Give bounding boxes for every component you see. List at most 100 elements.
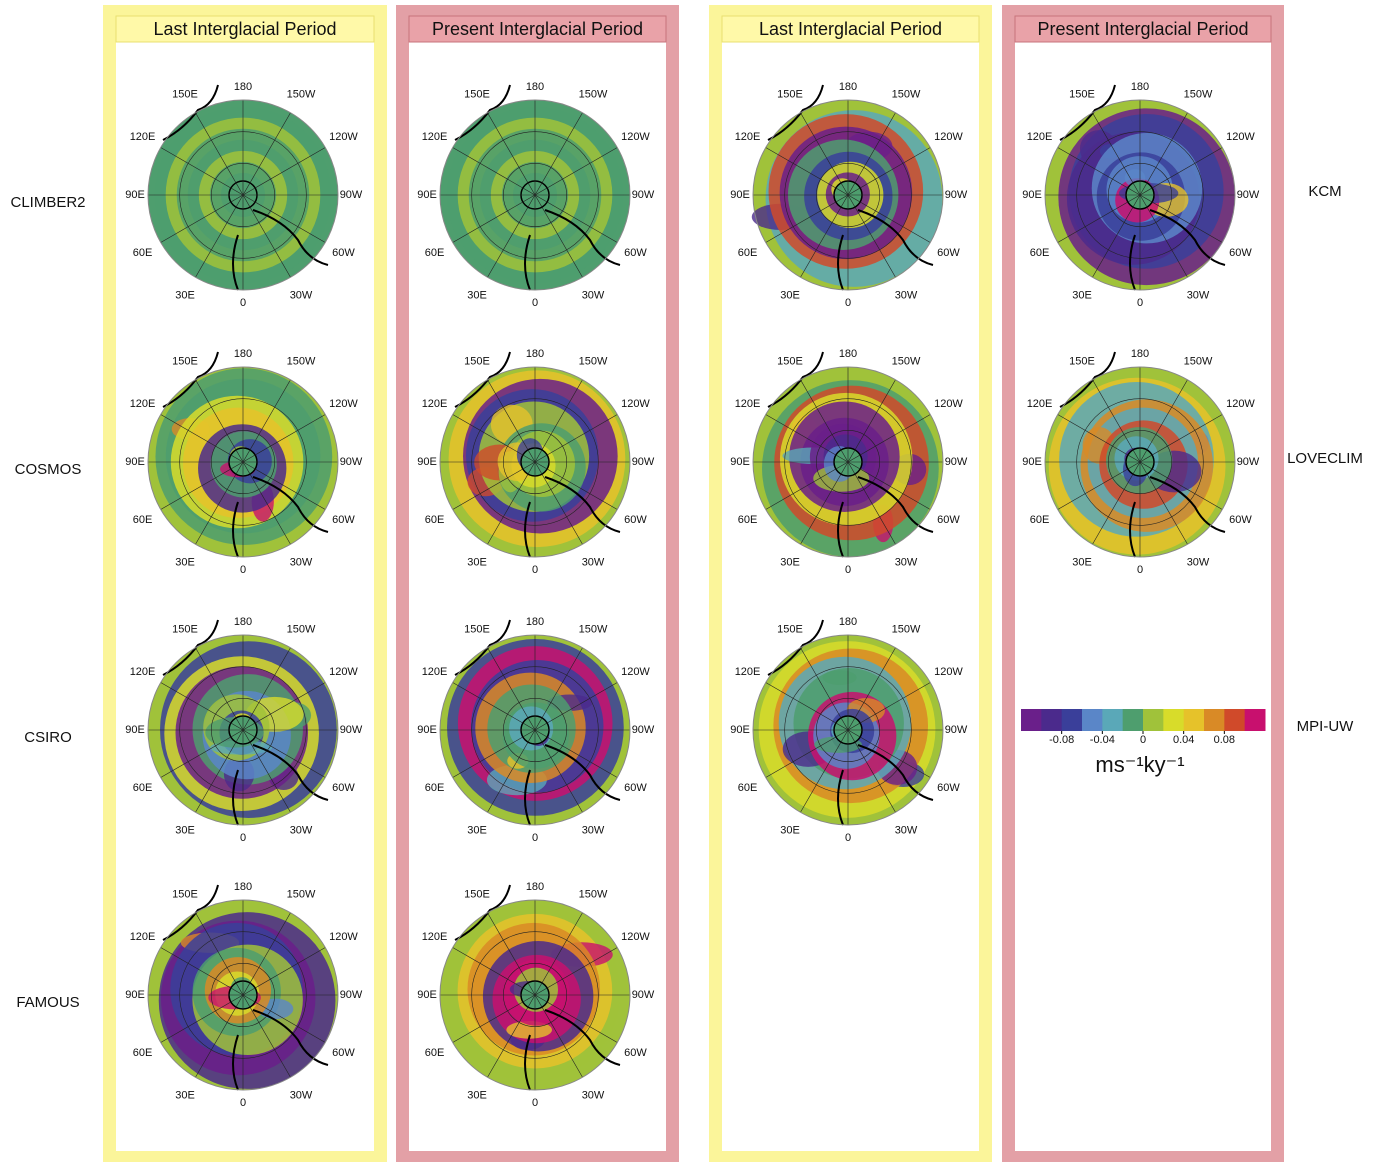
colorbar-swatch [1224, 709, 1245, 731]
colorbar-tick-label: 0.08 [1214, 734, 1235, 746]
panel-title: Present Interglacial Period [432, 19, 643, 39]
model-label: COSMOS [15, 461, 82, 478]
longitude-label: 30W [895, 824, 918, 836]
longitude-label: 120E [735, 398, 761, 410]
longitude-label: 120W [329, 131, 358, 143]
longitude-label: 90W [340, 456, 363, 468]
colorbar-swatch [1102, 709, 1123, 731]
longitude-label: 180 [839, 616, 857, 628]
colorbar-swatch [1123, 709, 1144, 731]
longitude-label: 60E [738, 782, 758, 794]
longitude-label: 0 [532, 832, 538, 844]
longitude-label: 180 [526, 881, 544, 893]
longitude-label: 60W [1229, 247, 1252, 259]
longitude-label: 120E [130, 131, 156, 143]
longitude-label: 60W [332, 247, 355, 259]
longitude-label: 120E [1027, 398, 1053, 410]
longitude-label: 60W [1229, 514, 1252, 526]
longitude-label: 120E [1027, 131, 1053, 143]
longitude-label: 60E [738, 514, 758, 526]
longitude-label: 150E [172, 355, 198, 367]
longitude-label: 60W [937, 782, 960, 794]
longitude-label: 180 [234, 348, 252, 360]
longitude-label: 90E [730, 456, 750, 468]
longitude-label: 30W [290, 289, 313, 301]
longitude-label: 30E [467, 1089, 487, 1101]
longitude-label: 120E [422, 666, 448, 678]
longitude-label: 120W [934, 666, 963, 678]
longitude-label: 0 [845, 564, 851, 576]
panel-title: Last Interglacial Period [759, 19, 942, 39]
figure: Last Interglacial Period 180 150W 120W 90W 60… [0, 0, 1386, 1163]
longitude-label: 120W [329, 931, 358, 943]
longitude-label: 150W [287, 623, 316, 635]
longitude-label: 60E [738, 247, 758, 259]
longitude-label: 120W [329, 666, 358, 678]
colorbar-swatch [1184, 709, 1205, 731]
longitude-label: 120W [329, 398, 358, 410]
colorbar-swatch [1082, 709, 1103, 731]
longitude-label: 30E [175, 824, 195, 836]
longitude-label: 30W [290, 1089, 313, 1101]
longitude-label: 90E [1022, 456, 1042, 468]
longitude-label: 150E [777, 88, 803, 100]
longitude-label: 30W [290, 824, 313, 836]
model-label: CLIMBER2 [10, 194, 85, 211]
colorbar-swatch [1163, 709, 1184, 731]
panel-title: Last Interglacial Period [153, 19, 336, 39]
longitude-label: 60E [1030, 514, 1050, 526]
longitude-label: 180 [234, 81, 252, 93]
longitude-label: 120E [422, 931, 448, 943]
longitude-label: 30E [467, 824, 487, 836]
longitude-label: 0 [532, 1097, 538, 1109]
longitude-label: 180 [234, 881, 252, 893]
longitude-label: 150W [287, 88, 316, 100]
longitude-label: 0 [240, 564, 246, 576]
longitude-label: 60E [425, 1047, 445, 1059]
longitude-label: 90E [417, 989, 437, 1001]
longitude-label: 90W [632, 189, 655, 201]
longitude-label: 60W [937, 247, 960, 259]
colorbar-tick-label: -0.08 [1049, 734, 1074, 746]
longitude-label: 90E [125, 724, 145, 736]
longitude-label: 60E [133, 782, 153, 794]
longitude-label: 150E [464, 623, 490, 635]
longitude-label: 60W [624, 782, 647, 794]
longitude-label: 120E [130, 666, 156, 678]
colorbar-tick-label: -0.04 [1090, 734, 1115, 746]
longitude-label: 90E [125, 189, 145, 201]
longitude-label: 120W [621, 931, 650, 943]
longitude-label: 150E [172, 88, 198, 100]
longitude-label: 150W [579, 355, 608, 367]
longitude-label: 0 [845, 832, 851, 844]
longitude-label: 90W [340, 189, 363, 201]
longitude-label: 120W [1226, 131, 1255, 143]
model-label: MPI-UW [1297, 718, 1354, 735]
longitude-label: 120W [1226, 398, 1255, 410]
model-label: LOVECLIM [1287, 450, 1363, 467]
longitude-label: 150W [287, 888, 316, 900]
longitude-label: 60W [937, 514, 960, 526]
longitude-label: 90E [125, 989, 145, 1001]
longitude-label: 150W [892, 623, 921, 635]
longitude-label: 30E [1072, 289, 1092, 301]
longitude-label: 180 [1131, 348, 1149, 360]
colorbar-tick-label: 0.04 [1173, 734, 1194, 746]
longitude-label: 60W [332, 782, 355, 794]
longitude-label: 90E [417, 189, 437, 201]
colorbar-swatch [1062, 709, 1083, 731]
longitude-label: 180 [526, 616, 544, 628]
panel-title: Present Interglacial Period [1037, 19, 1248, 39]
longitude-label: 30E [467, 289, 487, 301]
longitude-label: 150W [892, 355, 921, 367]
longitude-label: 30E [780, 824, 800, 836]
longitude-label: 60E [133, 247, 153, 259]
longitude-label: 90W [340, 989, 363, 1001]
longitude-label: 0 [845, 297, 851, 309]
longitude-label: 150E [172, 623, 198, 635]
longitude-label: 30E [780, 289, 800, 301]
longitude-label: 150W [892, 88, 921, 100]
longitude-label: 180 [839, 348, 857, 360]
longitude-label: 30E [175, 556, 195, 568]
model-label: FAMOUS [16, 994, 79, 1011]
